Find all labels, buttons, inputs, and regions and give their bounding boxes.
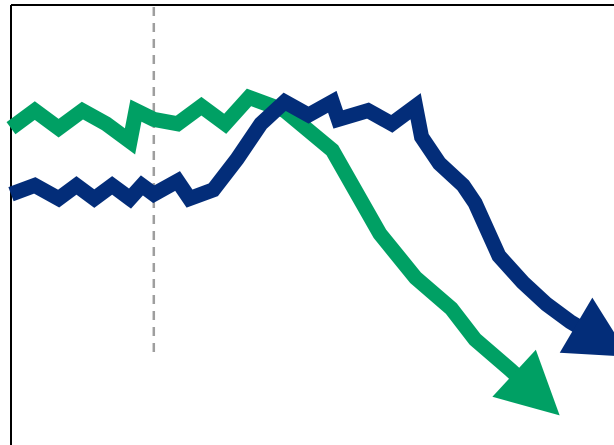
series-line-2	[8, 90, 604, 346]
series-arrowhead-1	[492, 349, 560, 416]
series-arrowhead-2	[559, 297, 614, 356]
series-line-1	[6, 88, 540, 398]
